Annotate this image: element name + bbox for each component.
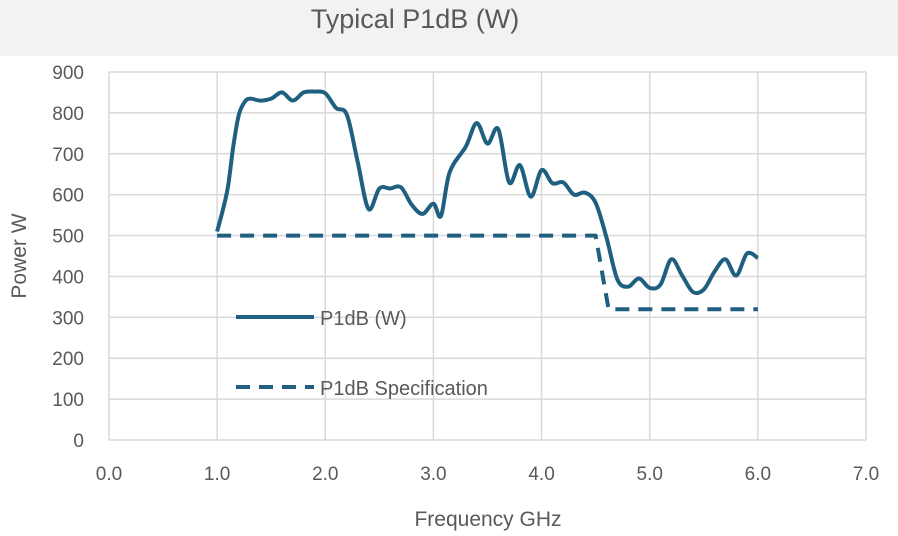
x-tick-label: 1.0: [204, 464, 230, 485]
legend: P1dB (W) P1dB Specification: [236, 308, 488, 400]
x-axis-title: Frequency GHz: [414, 508, 561, 531]
x-tick-label: 6.0: [745, 464, 771, 485]
y-tick-label: 300: [52, 308, 84, 329]
x-tick-label: 3.0: [420, 464, 446, 485]
title-band: [0, 0, 898, 56]
legend-label: P1dB (W): [320, 308, 407, 330]
chart-title: Typical P1dB (W): [310, 4, 520, 34]
y-tick-label: 800: [52, 104, 84, 125]
series-line-p1db: [215, 89, 759, 296]
x-tick-label: 0.0: [96, 464, 122, 485]
legend-label: P1dB Specification: [320, 378, 488, 400]
x-tick-label: 2.0: [312, 464, 338, 485]
x-tick-label: 5.0: [637, 464, 663, 485]
x-axis-ticks: 0.0 1.0 2.0 3.0 4.0 5.0 6.0 7.0: [96, 464, 879, 485]
y-tick-label: 200: [52, 349, 84, 370]
y-tick-label: 100: [52, 390, 84, 411]
y-tick-label: 500: [52, 227, 84, 248]
x-tick-label: 4.0: [528, 464, 554, 485]
grid: [108, 71, 867, 441]
y-tick-label: 700: [52, 145, 84, 166]
series-line-specification: [217, 233, 758, 312]
y-axis-title: Power W: [8, 213, 31, 298]
y-axis-ticks: 0 100 200 300 400 500 600 700 800 900: [52, 63, 84, 452]
y-tick-label: 400: [52, 267, 84, 288]
x-tick-label: 7.0: [853, 464, 879, 485]
series-lines: [215, 89, 759, 312]
y-tick-label: 600: [52, 186, 84, 207]
y-tick-label: 900: [52, 63, 84, 84]
y-tick-label: 0: [73, 431, 84, 452]
